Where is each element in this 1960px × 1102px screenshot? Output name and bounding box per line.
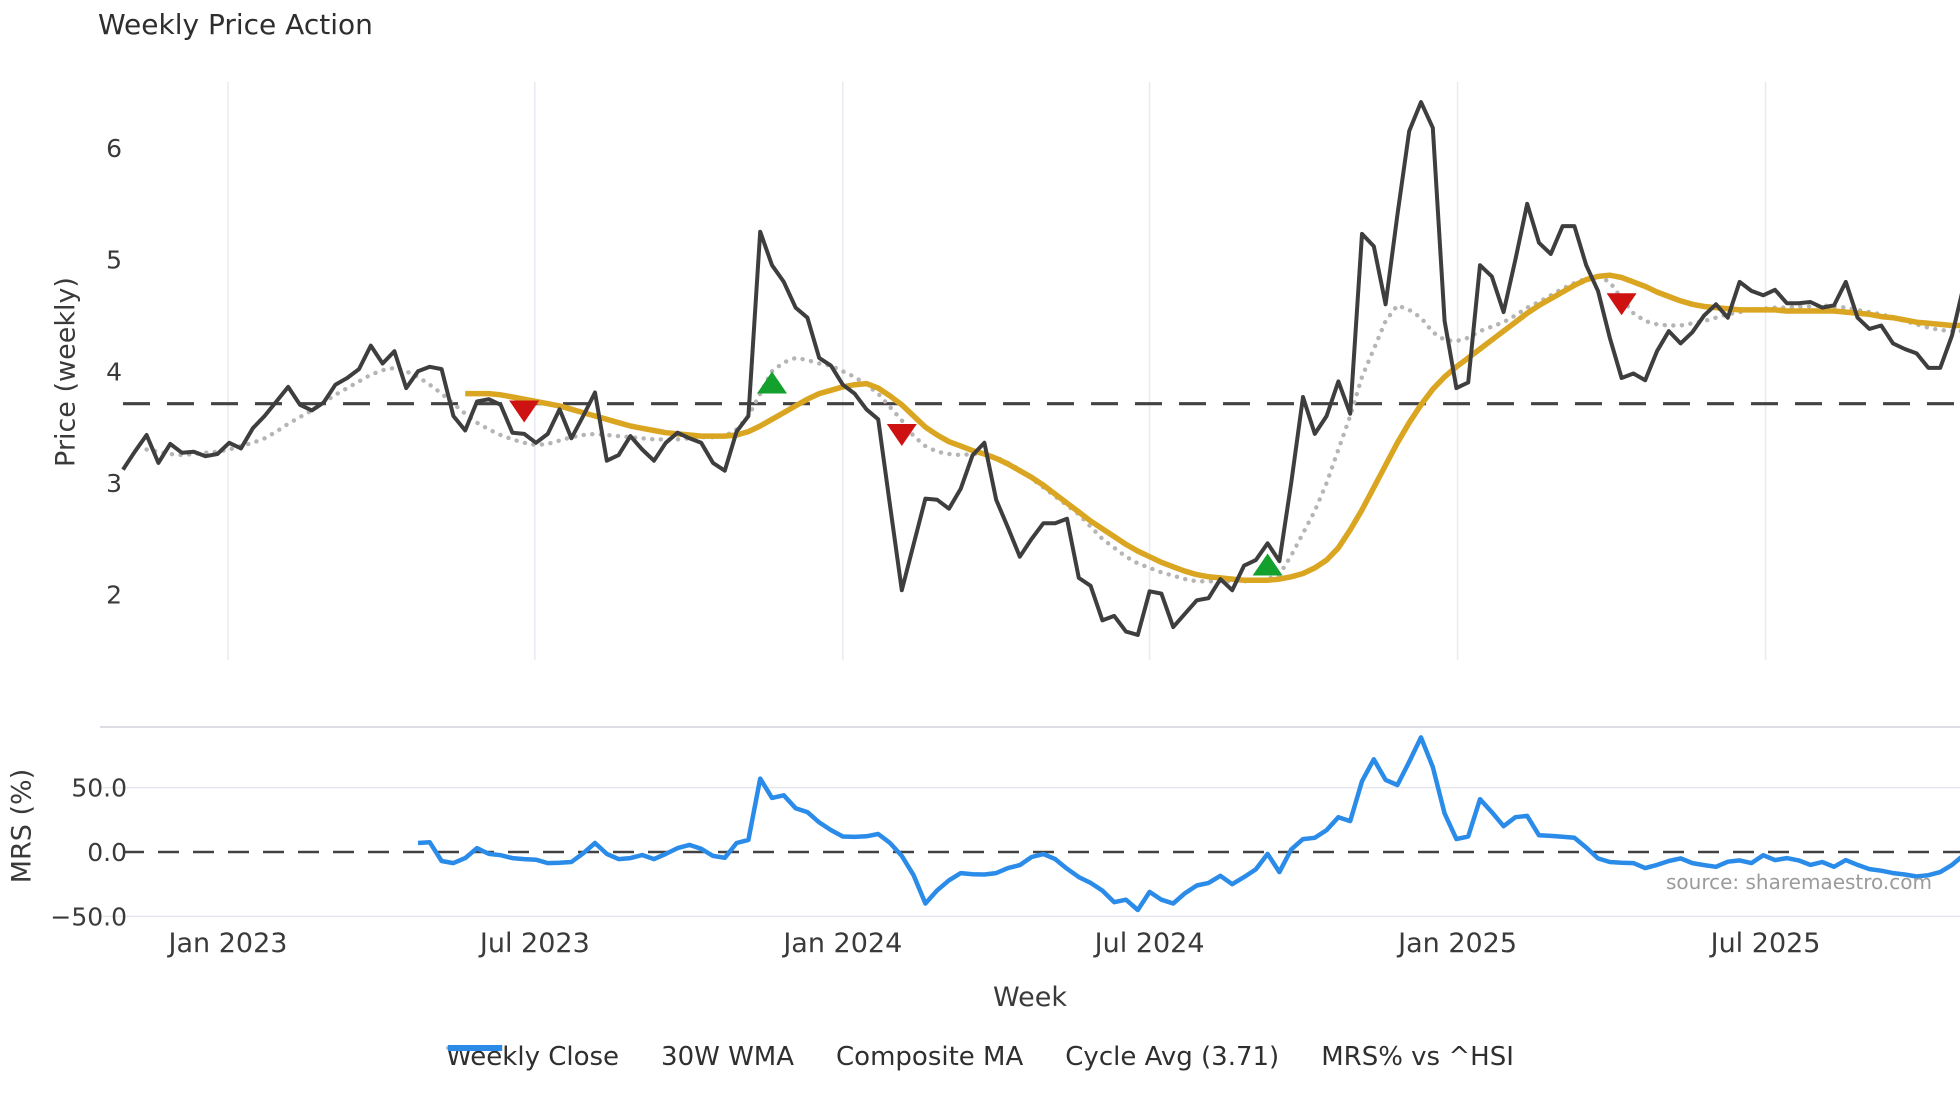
price-tick-label: 6 bbox=[106, 134, 122, 163]
composite-ma-line bbox=[144, 274, 1960, 584]
legend-label: Composite MA bbox=[836, 1042, 1024, 1072]
price-tick-label: 4 bbox=[106, 357, 122, 386]
x-axis-label: Week bbox=[993, 982, 1067, 1013]
legend-label: Cycle Avg (3.71) bbox=[1065, 1042, 1280, 1072]
legend-label: 30W WMA bbox=[661, 1042, 795, 1072]
legend-label: MRS% vs ^HSI bbox=[1321, 1042, 1514, 1072]
x-tick-label: Jul 2024 bbox=[1093, 928, 1205, 959]
price-tick-label: 5 bbox=[106, 246, 122, 275]
buy-signal-marker bbox=[757, 371, 787, 394]
page-title: Weekly Price Action bbox=[98, 8, 373, 41]
x-tick-label: Jul 2023 bbox=[478, 928, 590, 959]
chart-legend: Weekly Close 30W WMA Composite MA Cycle Avg… bbox=[446, 1042, 1514, 1072]
x-tick-label: Jan 2024 bbox=[781, 928, 902, 959]
mrs-tick-label: −50.0 bbox=[50, 902, 127, 931]
sell-signal-marker bbox=[1606, 293, 1637, 316]
legend-item: 30W WMA bbox=[448, 1042, 795, 1072]
x-tick-label: Jul 2025 bbox=[1709, 928, 1821, 959]
price-tick-label: 2 bbox=[106, 581, 122, 610]
legend-item: Cycle Avg (3.71) bbox=[448, 1042, 1280, 1072]
legend-item: Composite MA bbox=[446, 1042, 1024, 1072]
sell-signal-marker bbox=[509, 400, 540, 423]
weekly-close-line bbox=[121, 100, 1960, 637]
sell-signal-marker bbox=[886, 423, 917, 446]
price-tick-label: 3 bbox=[106, 469, 122, 498]
x-tick-label: Jan 2023 bbox=[167, 928, 288, 959]
wma-line bbox=[465, 272, 1960, 583]
mrs-tick-label: 0.0 bbox=[87, 838, 127, 867]
source-watermark: source: sharemaestro.com bbox=[1666, 870, 1932, 894]
legend-swatch-solid bbox=[448, 1045, 503, 1051]
mrs-line bbox=[417, 735, 1960, 913]
legend-item: MRS% vs ^HSI bbox=[448, 1042, 1514, 1072]
mrs-tick-label: 50.0 bbox=[71, 774, 127, 803]
buy-signal-marker bbox=[1252, 553, 1283, 576]
x-tick-label: Jan 2025 bbox=[1396, 928, 1517, 959]
